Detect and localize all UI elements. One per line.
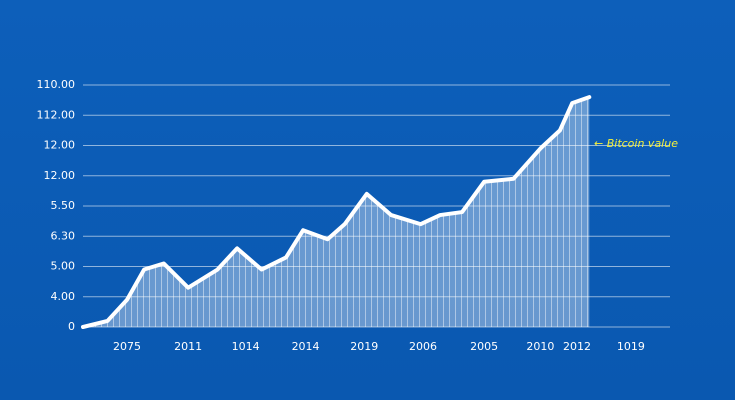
y-tick-label: 110.00 (37, 78, 76, 91)
y-tick-label: 5.50 (51, 199, 76, 212)
line (81, 95, 592, 329)
x-tick-label: 1019 (617, 340, 645, 353)
x-tick-label: 2006 (409, 340, 437, 353)
x-tick-label: 2014 (292, 340, 320, 353)
y-tick-label: 5.00 (51, 260, 76, 273)
x-tick-label: 2010 (526, 340, 554, 353)
y-tick-label: 4.00 (51, 290, 76, 303)
x-tick-label: 2075 (113, 340, 141, 353)
y-tick-label: 12.00 (44, 169, 76, 182)
area (83, 97, 590, 327)
y-tick-label: 112.00 (37, 108, 76, 121)
x-tick-label: 2011 (174, 340, 202, 353)
x-tick-label: 2005 (470, 340, 498, 353)
x-tick-label: 2019 (350, 340, 378, 353)
y-tick-label: 0 (68, 320, 75, 333)
annotation: ← Bitcoin value (594, 137, 678, 150)
x-tick-label: 2012 (563, 340, 591, 353)
x-tick-label: 1014 (232, 340, 260, 353)
y-tick-label: 6.30 (51, 229, 76, 242)
y-tick-label: 12.00 (44, 139, 76, 152)
